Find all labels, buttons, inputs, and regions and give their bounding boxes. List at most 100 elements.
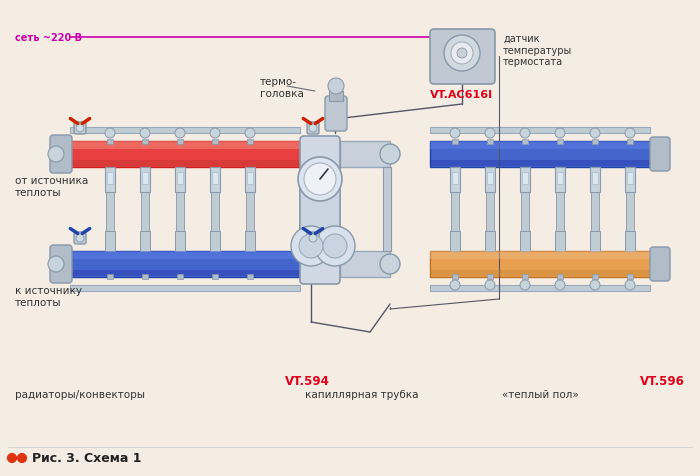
- Circle shape: [76, 235, 84, 242]
- Bar: [555, 168, 565, 193]
- Text: VT.596: VT.596: [640, 374, 685, 387]
- Circle shape: [485, 129, 495, 139]
- Bar: [487, 173, 493, 185]
- Circle shape: [309, 235, 317, 242]
- Bar: [70, 142, 300, 149]
- Bar: [520, 231, 530, 251]
- Bar: [70, 251, 300, 278]
- Circle shape: [140, 129, 150, 139]
- FancyBboxPatch shape: [74, 123, 86, 135]
- Bar: [177, 140, 183, 145]
- Bar: [70, 270, 300, 277]
- Bar: [430, 161, 650, 167]
- Text: сеть ~220 В: сеть ~220 В: [15, 33, 82, 43]
- Bar: [175, 231, 185, 251]
- Text: Рис. 3. Схема 1: Рис. 3. Схема 1: [32, 452, 141, 465]
- FancyBboxPatch shape: [430, 30, 495, 85]
- FancyBboxPatch shape: [50, 246, 72, 283]
- Bar: [141, 168, 149, 251]
- Bar: [70, 161, 300, 167]
- Bar: [70, 251, 300, 259]
- Circle shape: [485, 280, 495, 290]
- Bar: [626, 168, 634, 251]
- Circle shape: [304, 164, 336, 196]
- Bar: [329, 92, 343, 102]
- Bar: [246, 168, 254, 251]
- Bar: [450, 231, 460, 251]
- Bar: [555, 231, 565, 251]
- FancyBboxPatch shape: [307, 232, 319, 245]
- Circle shape: [457, 49, 467, 59]
- Bar: [627, 173, 633, 185]
- Bar: [106, 168, 114, 251]
- Bar: [592, 173, 598, 185]
- Bar: [625, 168, 635, 193]
- Bar: [70, 128, 300, 134]
- Bar: [70, 286, 300, 291]
- Bar: [140, 168, 150, 193]
- Bar: [430, 251, 650, 278]
- Text: капиллярная трубка: капиллярная трубка: [305, 389, 419, 399]
- Bar: [247, 275, 253, 279]
- Bar: [451, 168, 459, 251]
- Circle shape: [590, 280, 600, 290]
- Circle shape: [625, 280, 635, 290]
- Bar: [627, 275, 633, 279]
- Bar: [487, 275, 493, 279]
- Circle shape: [315, 227, 355, 267]
- Text: «теплый пол»: «теплый пол»: [502, 389, 578, 399]
- Bar: [212, 173, 218, 185]
- Bar: [452, 140, 458, 145]
- Circle shape: [48, 257, 64, 272]
- Bar: [590, 168, 600, 193]
- Bar: [105, 231, 115, 251]
- Bar: [210, 168, 220, 193]
- Bar: [142, 275, 148, 279]
- Circle shape: [380, 145, 400, 165]
- Circle shape: [451, 43, 473, 65]
- Bar: [486, 168, 494, 251]
- Bar: [520, 168, 530, 193]
- Bar: [70, 142, 300, 168]
- Bar: [430, 142, 650, 168]
- Bar: [557, 173, 563, 185]
- Bar: [211, 168, 219, 251]
- Bar: [142, 140, 148, 145]
- Bar: [627, 140, 633, 145]
- Circle shape: [18, 454, 27, 463]
- Circle shape: [291, 227, 331, 267]
- Bar: [340, 142, 390, 168]
- Bar: [430, 142, 650, 149]
- Bar: [247, 140, 253, 145]
- Circle shape: [555, 280, 565, 290]
- Bar: [556, 168, 564, 251]
- Bar: [107, 140, 113, 145]
- Bar: [557, 275, 563, 279]
- Bar: [212, 140, 218, 145]
- Bar: [245, 168, 255, 193]
- Bar: [176, 168, 184, 251]
- Bar: [592, 140, 598, 145]
- Bar: [140, 231, 150, 251]
- Bar: [487, 140, 493, 145]
- Circle shape: [76, 125, 84, 133]
- Text: VT.594: VT.594: [285, 374, 330, 387]
- Bar: [247, 173, 253, 185]
- Bar: [625, 231, 635, 251]
- Text: термо-
головка: термо- головка: [260, 77, 304, 99]
- Bar: [177, 173, 183, 185]
- FancyBboxPatch shape: [50, 136, 72, 174]
- Text: к источнику
теплоты: к источнику теплоты: [15, 286, 82, 307]
- Circle shape: [8, 454, 17, 463]
- Bar: [591, 168, 599, 251]
- FancyBboxPatch shape: [307, 123, 319, 135]
- Bar: [557, 140, 563, 145]
- Bar: [522, 275, 528, 279]
- Circle shape: [590, 129, 600, 139]
- Text: от источника
теплоты: от источника теплоты: [15, 176, 88, 197]
- Bar: [452, 173, 458, 185]
- Bar: [430, 270, 650, 277]
- Circle shape: [555, 129, 565, 139]
- Bar: [522, 140, 528, 145]
- Bar: [105, 168, 115, 193]
